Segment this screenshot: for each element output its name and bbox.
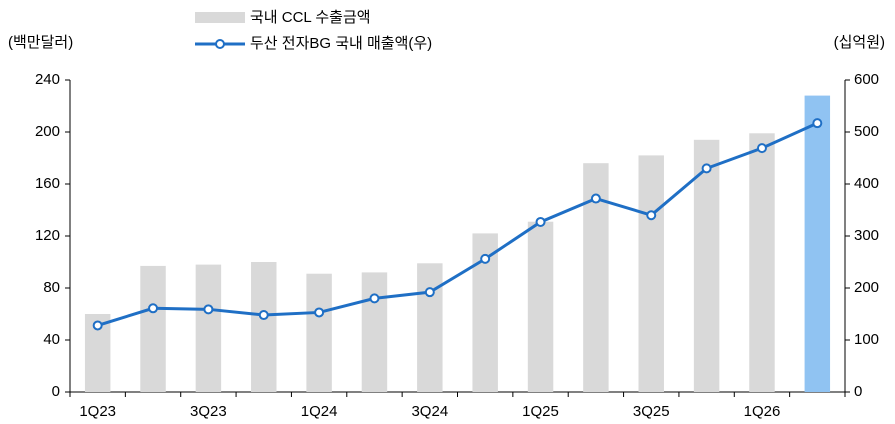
y2-tick-label: 500: [854, 123, 879, 140]
y-tick-label: 160: [35, 175, 60, 192]
line-marker: [148, 303, 159, 314]
y2-tick-label: 400: [854, 175, 879, 192]
y-axis-label: (백만달러): [8, 34, 73, 51]
y-tick-label: 200: [35, 123, 60, 140]
x-tick-label: 1Q26: [744, 403, 781, 420]
line-marker: [314, 307, 325, 318]
line-marker: [203, 304, 214, 315]
y2-axis-label: (십억원): [834, 34, 885, 51]
y-tick-label: 240: [35, 71, 60, 88]
legend-label: 두산 전자BG 국내 매출액(우): [250, 35, 432, 52]
line-marker: [424, 287, 435, 298]
bar: [251, 262, 277, 392]
bar: [195, 264, 222, 392]
bar: [417, 263, 443, 392]
legend-swatch: [195, 12, 245, 23]
bar: [638, 155, 664, 392]
y2-tick-label: 200: [854, 279, 879, 296]
y-tick-label: 40: [43, 331, 60, 348]
bar: [361, 272, 388, 392]
legend-swatch: [215, 39, 225, 49]
bar: [306, 273, 332, 392]
line-marker: [756, 143, 767, 154]
y2-tick-label: 300: [854, 227, 879, 244]
y-tick-label: 80: [43, 279, 60, 296]
x-tick-label: 3Q24: [411, 403, 448, 420]
line-marker: [480, 253, 491, 264]
line-marker: [590, 193, 601, 204]
y-tick-label: 120: [35, 227, 60, 244]
legend-label: 국내 CCL 수출금액: [250, 9, 371, 26]
bar: [749, 133, 775, 393]
bar: [693, 139, 720, 392]
line-marker: [646, 210, 657, 221]
line: [97, 121, 818, 327]
bar: [804, 95, 831, 392]
x-tick-label: 1Q24: [301, 403, 338, 420]
x-tick-label: 1Q23: [79, 403, 116, 420]
line-marker: [701, 163, 712, 174]
y2-tick-label: 600: [854, 71, 879, 88]
x-tick-label: 1Q25: [522, 403, 559, 420]
y-tick-label: 0: [52, 383, 60, 400]
line-marker: [258, 310, 269, 321]
y2-tick-label: 0: [854, 383, 862, 400]
bar: [527, 221, 554, 392]
line-marker: [535, 216, 546, 227]
line-marker: [92, 320, 103, 331]
line-marker: [369, 293, 380, 304]
bar: [140, 265, 166, 392]
x-tick-label: 3Q25: [633, 403, 670, 420]
line-marker: [812, 118, 823, 129]
x-tick-label: 3Q23: [190, 403, 227, 420]
y2-tick-label: 100: [854, 331, 879, 348]
